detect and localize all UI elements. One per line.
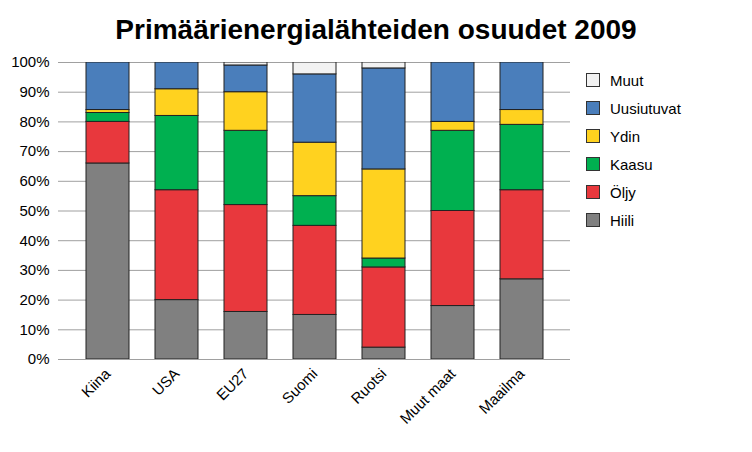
svg-text:20%: 20% — [19, 291, 49, 308]
svg-text:30%: 30% — [19, 261, 49, 278]
html-text:Öljy: Öljy — [610, 183, 636, 201]
html-text:Hiili: Hiili — [610, 211, 635, 229]
svg-text:100%: 100% — [11, 54, 49, 70]
svg-text:40%: 40% — [19, 232, 49, 249]
svg-text:90%: 90% — [19, 83, 49, 100]
svg-text:50%: 50% — [19, 202, 49, 219]
html-text:Uusiutuvat: Uusiutuvat — [610, 99, 681, 117]
html-text:Primäärienergialähteiden osuud: Primäärienergialähteiden osuudet 2009 — [115, 14, 637, 45]
svg-text:Maailma: Maailma — [475, 364, 528, 417]
svg-text:EU27: EU27 — [213, 365, 252, 404]
svg-text:Kiina: Kiina — [78, 364, 114, 400]
svg-text:Ruotsi: Ruotsi — [347, 365, 389, 407]
svg-text:60%: 60% — [19, 172, 49, 189]
html-text:Ydin: Ydin — [610, 127, 640, 145]
svg-text:80%: 80% — [19, 113, 49, 130]
html-text:Kaasu: Kaasu — [610, 155, 653, 173]
svg-text:10%: 10% — [19, 321, 49, 338]
svg-text:Muut maat: Muut maat — [396, 364, 459, 427]
html-text:Muut: Muut — [610, 71, 644, 89]
svg-text:0%: 0% — [28, 350, 50, 367]
svg-text:70%: 70% — [19, 142, 49, 159]
svg-text:Suomi: Suomi — [278, 365, 320, 407]
svg-text:USA: USA — [149, 365, 183, 399]
